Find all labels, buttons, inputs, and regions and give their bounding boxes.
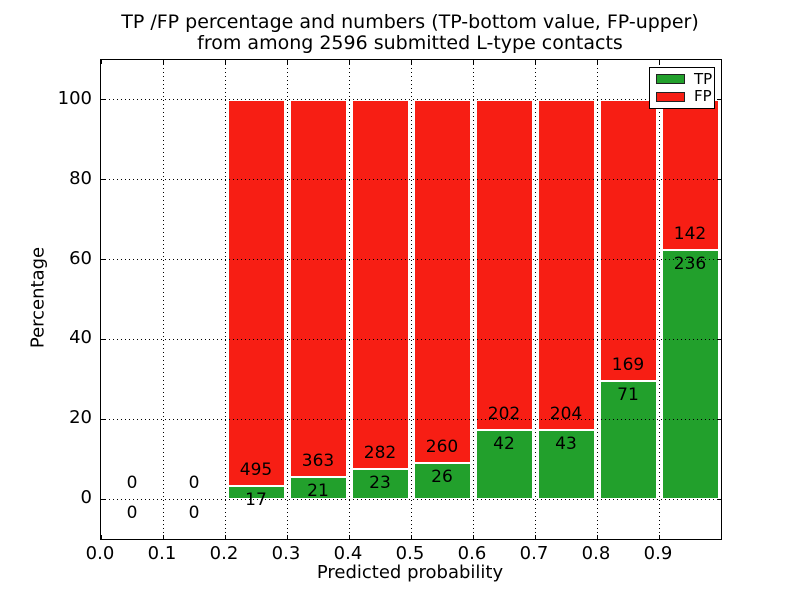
y-tick-label-60: 60: [69, 247, 92, 269]
bar-label-fp-0: 0: [126, 473, 138, 494]
legend: TP FP: [649, 67, 715, 109]
x-tick-label-0.9: 0.9: [643, 543, 673, 564]
y-axis-label: Percentage: [27, 246, 49, 349]
bar-segment-tp-0.2: [227, 485, 285, 500]
bar-label-fp-0.6: 202: [487, 404, 521, 425]
fp-legend-swatch: [656, 91, 685, 102]
x-tick-label-0.4: 0.4: [333, 543, 363, 564]
bar-label-tp-0.1: 0: [188, 503, 200, 524]
x-tick-label-0.6: 0.6: [457, 543, 487, 564]
tp-legend-label: TP: [694, 69, 713, 88]
bar-label-tp-0: 0: [126, 503, 138, 524]
x-tick-label-0.1: 0.1: [147, 543, 177, 564]
bar-label-fp-0.2: 495: [239, 459, 273, 480]
bar-segment-fp-0.2: [227, 99, 285, 486]
bar-label-tp-0.8: 71: [617, 384, 639, 405]
bar-segment-tp-0.8: [599, 380, 657, 500]
bar-label-tp-0.7: 43: [555, 433, 577, 454]
bar-label-fp-0.7: 204: [549, 403, 583, 424]
x-tick-label-0.7: 0.7: [519, 543, 549, 564]
plot-area: 0 0 0 0 495 17 363 21 282 23 260 26 202 42 204 43 169 71 1…: [100, 59, 722, 540]
x-tick-label-0.8: 0.8: [581, 543, 611, 564]
bar-label-tp-0.2: 17: [245, 489, 267, 510]
bar-label-fp-0.5: 260: [425, 436, 459, 457]
bar-segment-tp-0.9: [661, 249, 719, 500]
bar-label-tp-0.9: 236: [673, 253, 707, 274]
bar-segment-tp-0.7: [537, 429, 595, 500]
bar-label-fp-0.1: 0: [188, 473, 200, 494]
bar-label-fp-0.4: 282: [363, 442, 397, 463]
bar-label-fp-0.9: 142: [673, 223, 707, 244]
bar-segment-tp-0.5: [413, 462, 471, 500]
bar-label-fp-0.8: 169: [611, 354, 645, 375]
bar-label-tp-0.5: 26: [431, 466, 453, 487]
bar-label-tp-0.4: 23: [369, 472, 391, 493]
x-tick-label-0.3: 0.3: [271, 543, 301, 564]
x-tick-label-0.5: 0.5: [395, 543, 425, 564]
y-tick-label-100: 100: [57, 87, 92, 109]
bar-label-fp-0.3: 363: [301, 451, 335, 472]
bars-layer: [101, 60, 721, 539]
bar-segment-tp-0.4: [351, 468, 409, 500]
bar-segment-fp-0.9: [661, 99, 719, 250]
y-tick-label-20: 20: [69, 407, 92, 429]
chart-title-line1: TP /FP percentage and numbers (TP-bottom…: [121, 11, 699, 33]
y-tick-label-0: 0: [80, 487, 92, 509]
bar-label-tp-0.6: 42: [493, 434, 515, 455]
bar-value-labels-layer: 0 0 0 0 495 17 363 21 282 23 260 26 202 42 204 43 169 71 1…: [101, 60, 721, 539]
y-tick-label-80: 80: [69, 167, 92, 189]
chart-title: TP /FP percentage and numbers (TP-bottom…: [100, 12, 720, 54]
bar-segment-fp-0.5: [413, 99, 471, 463]
x-tick-bottom-0: [100, 535, 102, 539]
bar-segment-fp-0.3: [289, 99, 347, 478]
bar-segment-fp-0.7: [537, 99, 595, 430]
x-tick-top-0: [100, 60, 102, 64]
chart-title-line2: from among 2596 submitted L-type contact…: [197, 32, 623, 54]
x-tick-label-0.2: 0.2: [209, 543, 239, 564]
bar-segment-fp-0.6: [475, 99, 533, 431]
bar-segment-fp-0.4: [351, 99, 409, 469]
bar-segment-tp-0.6: [475, 430, 533, 500]
legend-item-tp: TP: [656, 71, 712, 87]
bar-segment-fp-0.8: [599, 99, 657, 381]
legend-item-fp: FP: [656, 89, 712, 104]
bar-label-tp-0.3: 21: [307, 481, 329, 502]
x-axis-label: Predicted probability: [316, 562, 504, 583]
fp-legend-label: FP: [694, 87, 712, 106]
y-tick-label-40: 40: [69, 327, 92, 349]
x-tick-label-0.0: 0.0: [85, 543, 115, 564]
tp-legend-swatch: [656, 74, 685, 85]
